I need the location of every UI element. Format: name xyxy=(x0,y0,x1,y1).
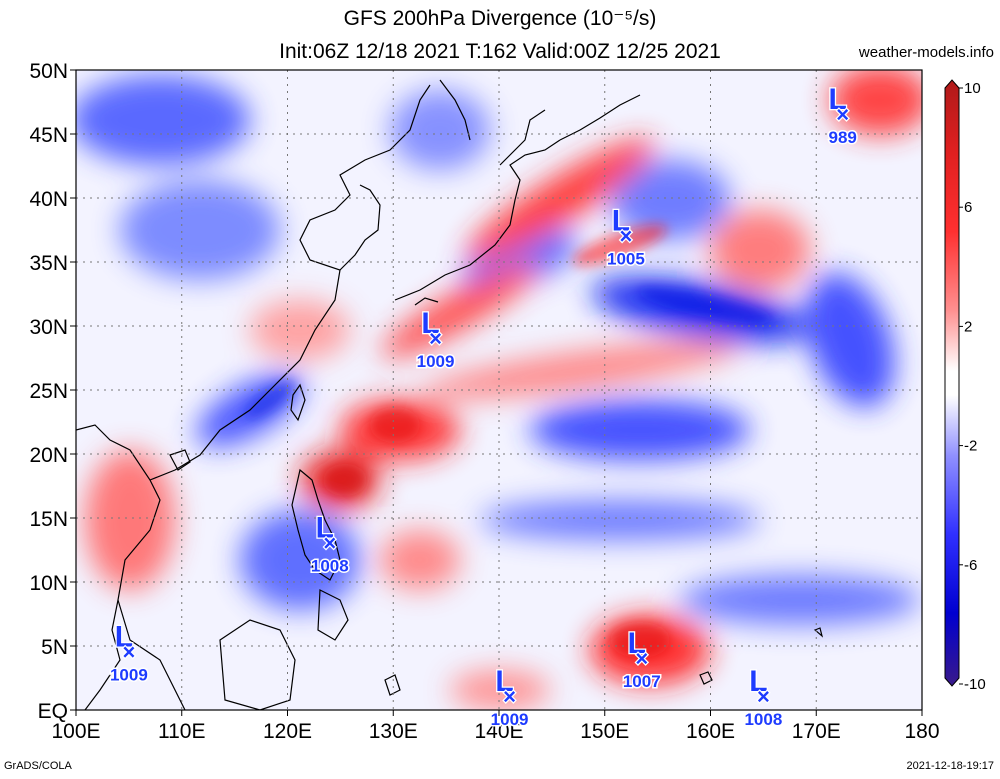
colorbar-label: -6 xyxy=(964,557,977,574)
lon-tick-label: 160E xyxy=(686,720,735,743)
colorbar-label: 10 xyxy=(964,80,981,97)
lat-tick-label: EQ xyxy=(38,700,68,723)
low-symbol: L xyxy=(749,665,767,698)
low-symbol: L xyxy=(316,512,334,545)
low-pressure-label: 1005 xyxy=(607,249,645,268)
low-symbol: L xyxy=(421,307,439,340)
low-marker: × xyxy=(122,639,135,664)
lon-tick-label: 110E xyxy=(158,720,206,743)
low-symbol: L xyxy=(495,665,513,698)
lat-tick-label: 5N xyxy=(41,636,68,659)
footer-timestamp: 2021-12-18-19:17 xyxy=(906,760,994,772)
colorbar-label: -2 xyxy=(964,438,977,455)
low-pressure-label: 1008 xyxy=(744,710,782,729)
low-center: L×1008 xyxy=(743,664,784,731)
coastlines xyxy=(76,79,824,710)
colorbar-label: -10 xyxy=(964,676,986,693)
lat-tick-label: 30N xyxy=(29,316,68,339)
low-pressure-label: 1009 xyxy=(491,710,529,729)
chart-title: GFS 200hPa Divergence (10⁻⁵/s) xyxy=(343,7,657,30)
lon-tick-label: 150E xyxy=(580,720,629,743)
low-center: L×1008 xyxy=(309,510,350,577)
low-center: L×989 xyxy=(827,82,858,149)
colorbar: 10 6 2 -2 -6 -10 xyxy=(944,79,986,693)
low-marker: × xyxy=(323,531,336,556)
lat-tick-label: 25N xyxy=(29,380,68,403)
chart-subtitle: Init:06Z 12/18 2021 T:162 Valid:00Z 12/2… xyxy=(279,40,721,63)
lat-tick-label: 50N xyxy=(29,60,68,83)
low-pressure-centers: L×989L×1005L×1009L×1008L×1009L×1007L×100… xyxy=(108,82,858,731)
low-symbol: L xyxy=(115,620,133,653)
low-pressure-label: 989 xyxy=(829,128,857,147)
lon-tick-label: 140E xyxy=(474,720,523,743)
lat-tick-label: 10N xyxy=(29,572,68,595)
low-marker: × xyxy=(836,102,849,127)
colorbar-label: 6 xyxy=(964,199,972,216)
site-watermark: weather-models.info xyxy=(858,44,994,61)
low-symbol: L xyxy=(829,83,847,116)
lat-tick-label: 15N xyxy=(29,508,68,531)
lon-tick-label: 170E xyxy=(792,720,841,743)
graticule xyxy=(76,70,922,710)
footer-software: GrADS/COLA xyxy=(4,760,72,772)
lon-tick-label: 180 xyxy=(904,720,939,743)
low-marker: × xyxy=(503,684,516,709)
colorbar-label: 2 xyxy=(964,318,972,335)
low-center: L×1009 xyxy=(415,306,456,373)
colorbar-bar xyxy=(944,79,960,687)
lon-tick-label: 120E xyxy=(263,720,312,743)
lon-tick-label: 100E xyxy=(51,720,100,743)
low-center: L×1007 xyxy=(621,626,662,693)
lat-tick-label: 35N xyxy=(29,252,68,275)
latitude-axis: 50N 45N 40N 35N 30N 25N 20N 15N 10N 5N EQ xyxy=(29,60,76,723)
lat-tick-label: 20N xyxy=(29,444,68,467)
low-marker: × xyxy=(757,684,770,709)
lat-tick-label: 45N xyxy=(29,124,68,147)
longitude-axis: 100E 110E 120E 130E 140E 150E 160E 170E 180 xyxy=(51,710,940,743)
low-marker: × xyxy=(429,326,442,351)
low-pressure-label: 1008 xyxy=(311,557,349,576)
low-marker: × xyxy=(619,223,632,248)
lon-tick-label: 130E xyxy=(369,720,418,743)
low-symbol: L xyxy=(612,204,630,237)
low-center: L×1009 xyxy=(489,664,530,731)
low-pressure-label: 1007 xyxy=(623,672,661,691)
lat-tick-label: 40N xyxy=(29,188,68,211)
low-center: L×1005 xyxy=(605,203,646,270)
low-marker: × xyxy=(635,646,648,671)
divergence-field xyxy=(76,70,922,710)
low-pressure-label: 1009 xyxy=(110,665,148,684)
low-center: L×1009 xyxy=(108,619,149,686)
low-symbol: L xyxy=(628,627,646,660)
low-pressure-label: 1009 xyxy=(417,352,455,371)
